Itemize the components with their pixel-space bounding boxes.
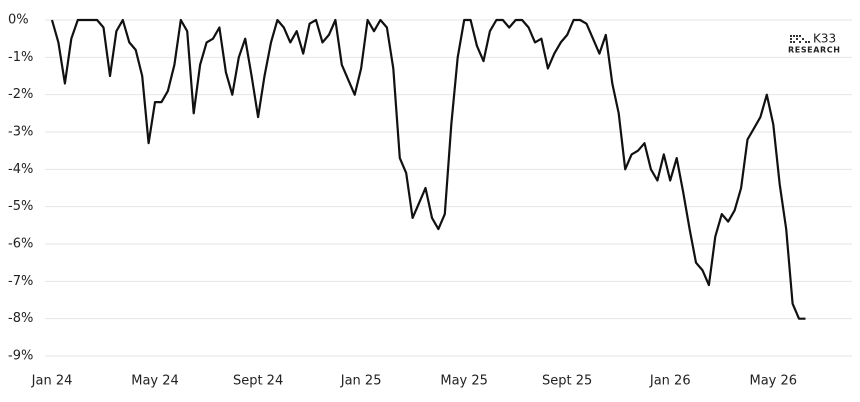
y-tick-label: -2% xyxy=(8,87,33,102)
y-tick-label: -4% xyxy=(8,162,33,177)
y-tick-label: -7% xyxy=(8,274,33,289)
x-tick-label: Jan 25 xyxy=(340,374,382,389)
logo-icon xyxy=(790,35,810,43)
x-tick-label: May 26 xyxy=(749,374,797,389)
y-tick-label: -1% xyxy=(8,50,33,65)
y-tick-label: -5% xyxy=(8,199,33,214)
x-tick-label: May 25 xyxy=(440,374,488,389)
x-tick-label: Sept 25 xyxy=(542,374,592,389)
x-tick-label: Jan 26 xyxy=(649,374,691,389)
y-tick-label: -8% xyxy=(8,311,33,326)
x-tick-label: Jan 24 xyxy=(31,374,73,389)
y-tick-label: -9% xyxy=(8,349,33,364)
x-tick-label: May 24 xyxy=(131,374,179,389)
x-tick-label: Sept 24 xyxy=(233,374,283,389)
y-tick-label: 0% xyxy=(8,13,29,28)
logo: K33 RESEARCH xyxy=(788,32,841,55)
y-tick-label: -3% xyxy=(8,125,33,140)
drawdown-line xyxy=(50,18,806,320)
logo-sub: RESEARCH xyxy=(788,46,841,55)
logo-name: K33 xyxy=(813,32,836,46)
y-tick-label: -6% xyxy=(8,237,33,252)
